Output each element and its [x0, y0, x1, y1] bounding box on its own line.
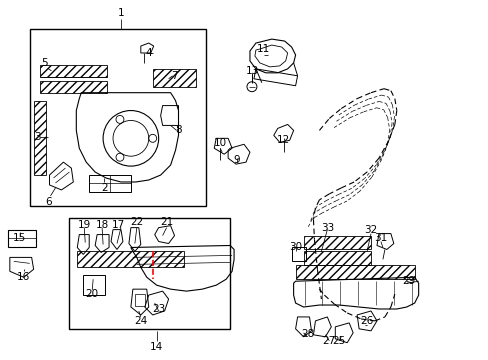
Text: 10: 10 [213, 138, 226, 148]
Text: 17: 17 [111, 220, 124, 230]
Text: 19: 19 [78, 220, 91, 230]
Text: 18: 18 [95, 220, 108, 230]
Text: 13: 13 [245, 66, 258, 76]
Text: 24: 24 [134, 316, 147, 326]
Text: 1: 1 [118, 8, 124, 18]
Text: 6: 6 [45, 197, 52, 207]
Text: 32: 32 [364, 225, 377, 235]
Text: 26: 26 [360, 316, 373, 326]
Text: 23: 23 [152, 304, 165, 314]
Text: 4: 4 [145, 48, 152, 58]
Text: 33: 33 [320, 222, 333, 233]
Text: 25: 25 [332, 336, 345, 346]
Text: 16: 16 [17, 272, 30, 282]
Text: 29: 29 [401, 276, 414, 286]
Text: 21: 21 [160, 217, 173, 227]
Text: 22: 22 [130, 217, 143, 227]
Text: 20: 20 [85, 289, 99, 299]
Text: 7: 7 [171, 71, 178, 81]
Text: 28: 28 [300, 329, 313, 339]
Text: 8: 8 [175, 125, 182, 135]
Text: 2: 2 [101, 183, 107, 193]
Text: 12: 12 [277, 135, 290, 145]
Text: 9: 9 [233, 155, 240, 165]
Text: 27: 27 [322, 336, 335, 346]
Text: 5: 5 [41, 58, 48, 68]
Text: 30: 30 [288, 243, 302, 252]
Text: 14: 14 [150, 342, 163, 352]
Text: 11: 11 [257, 44, 270, 54]
Text: 15: 15 [13, 233, 26, 243]
Text: 31: 31 [373, 233, 387, 243]
Text: 3: 3 [34, 132, 41, 142]
